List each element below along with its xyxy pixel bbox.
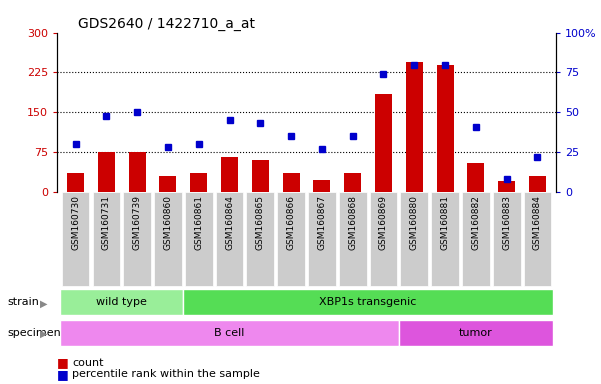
FancyBboxPatch shape — [399, 320, 553, 346]
Text: GSM160866: GSM160866 — [287, 195, 296, 250]
Bar — [375, 94, 392, 192]
FancyBboxPatch shape — [400, 192, 428, 286]
Text: ▶: ▶ — [40, 329, 47, 339]
Text: GSM160739: GSM160739 — [133, 195, 142, 250]
Bar — [252, 160, 269, 192]
Text: GSM160880: GSM160880 — [410, 195, 419, 250]
FancyBboxPatch shape — [370, 192, 397, 286]
FancyBboxPatch shape — [277, 192, 305, 286]
Bar — [344, 174, 361, 192]
Text: GSM160864: GSM160864 — [225, 195, 234, 250]
Bar — [221, 157, 238, 192]
Text: GSM160868: GSM160868 — [348, 195, 357, 250]
FancyBboxPatch shape — [62, 192, 90, 286]
Text: GSM160731: GSM160731 — [102, 195, 111, 250]
FancyBboxPatch shape — [123, 192, 151, 286]
FancyBboxPatch shape — [60, 290, 183, 315]
Text: GSM160884: GSM160884 — [533, 195, 542, 250]
Bar — [191, 174, 207, 192]
Bar — [98, 152, 115, 192]
FancyBboxPatch shape — [216, 192, 243, 286]
Text: GSM160881: GSM160881 — [441, 195, 450, 250]
Bar — [436, 65, 454, 192]
Text: wild type: wild type — [96, 297, 147, 308]
Text: GSM160865: GSM160865 — [256, 195, 265, 250]
Text: specimen: specimen — [8, 328, 61, 338]
Bar — [129, 152, 145, 192]
Text: tumor: tumor — [459, 328, 493, 338]
Text: B cell: B cell — [215, 328, 245, 338]
FancyBboxPatch shape — [523, 192, 551, 286]
Text: percentile rank within the sample: percentile rank within the sample — [72, 369, 260, 379]
Text: strain: strain — [8, 297, 40, 307]
Bar — [529, 176, 546, 192]
FancyBboxPatch shape — [246, 192, 274, 286]
FancyBboxPatch shape — [60, 320, 399, 346]
Text: XBP1s transgenic: XBP1s transgenic — [319, 297, 416, 308]
FancyBboxPatch shape — [185, 192, 213, 286]
FancyBboxPatch shape — [432, 192, 459, 286]
FancyBboxPatch shape — [93, 192, 120, 286]
Text: GSM160882: GSM160882 — [471, 195, 480, 250]
FancyBboxPatch shape — [339, 192, 367, 286]
FancyBboxPatch shape — [154, 192, 182, 286]
Text: GSM160883: GSM160883 — [502, 195, 511, 250]
Text: GSM160860: GSM160860 — [163, 195, 172, 250]
Bar — [468, 163, 484, 192]
Text: ■: ■ — [57, 368, 69, 381]
Text: count: count — [72, 358, 103, 368]
Text: ▶: ▶ — [40, 298, 47, 308]
Bar — [159, 176, 177, 192]
FancyBboxPatch shape — [308, 192, 336, 286]
Bar — [314, 180, 331, 192]
Text: GDS2640 / 1422710_a_at: GDS2640 / 1422710_a_at — [78, 17, 255, 31]
Text: GSM160861: GSM160861 — [194, 195, 203, 250]
Text: ■: ■ — [57, 356, 69, 369]
Bar — [67, 174, 84, 192]
Text: GSM160730: GSM160730 — [71, 195, 80, 250]
Text: GSM160867: GSM160867 — [317, 195, 326, 250]
FancyBboxPatch shape — [493, 192, 520, 286]
Text: GSM160869: GSM160869 — [379, 195, 388, 250]
FancyBboxPatch shape — [183, 290, 553, 315]
Bar — [282, 174, 299, 192]
FancyBboxPatch shape — [462, 192, 490, 286]
Bar — [498, 181, 515, 192]
Bar — [406, 62, 423, 192]
